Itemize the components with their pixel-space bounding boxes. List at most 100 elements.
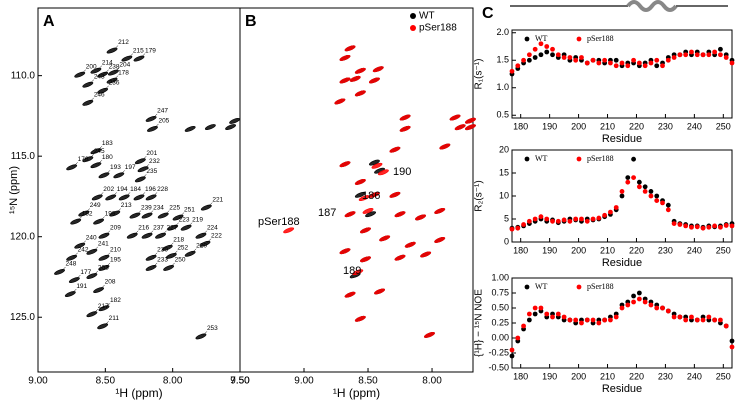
peak-label: 208 [105,279,116,286]
label-leader [93,309,99,314]
peak [82,81,94,88]
peak [339,161,351,168]
peak-label: 197 [125,164,136,171]
plot-frame [239,7,474,373]
label-leader [112,192,117,197]
data-point [555,218,561,224]
peak [91,194,103,201]
data-point [509,353,515,359]
peak [134,176,146,183]
data-point [509,68,515,74]
data-point [642,184,648,190]
peak [344,211,356,218]
x-tick-label: 220 [629,121,644,131]
series [509,296,735,353]
peak [118,194,130,201]
label-leader [100,216,105,221]
peak [64,291,76,297]
data-point [567,317,573,323]
peak-label: 235 [146,168,157,175]
data-point [648,60,654,66]
data-point [723,223,729,228]
data-point [613,205,619,210]
data-point [538,41,544,47]
peak [404,241,416,248]
data-point [532,311,538,317]
data-point [706,314,712,320]
peak-label: 222 [211,233,222,240]
data-point [596,60,602,66]
data-point [573,57,579,63]
peak [377,169,389,176]
data-point [596,215,602,221]
x-tick-label: 230 [658,121,673,131]
data-point [579,216,584,222]
peak-label: 182 [110,297,121,304]
data-point [584,317,590,323]
x-tick-label: 180 [513,121,528,131]
peak-label: 246 [94,92,105,99]
peak [339,77,351,84]
x-tick-label: 230 [658,245,673,255]
data-point [544,216,550,222]
label-leader [208,202,213,207]
legend-marker [524,36,530,42]
peak-label: 213 [121,202,132,209]
data-point [555,311,561,317]
y-tick-label: -0.50 [488,362,509,372]
data-point [636,184,642,190]
peak-label: 220 [196,242,207,249]
data-point [689,314,694,320]
x-tick-label: 240 [687,121,702,131]
peak [195,333,207,340]
peak [399,114,411,121]
peak-label: 250 [175,257,186,264]
peak [360,227,371,234]
peak [420,251,432,258]
series [509,41,735,74]
data-point [700,225,706,231]
label-leader [85,208,90,213]
peak-label: 209 [110,224,121,231]
data-point [613,63,619,69]
peak-label: 199 [105,210,116,217]
peak [145,265,157,271]
label-leader [115,67,120,72]
data-point [567,55,573,60]
legend-label: WT [419,11,435,22]
label-leader [152,252,158,257]
peak [225,124,237,130]
data-point [625,175,631,181]
data-point [631,57,636,63]
data-point [573,216,579,222]
peak [354,67,366,74]
label-leader [104,69,109,74]
peak [82,99,94,106]
panel-letter: A [43,13,55,30]
data-point [677,52,683,58]
x-tick-label: 9.00 [28,376,48,387]
data-point [532,46,538,52]
legend-marker [576,36,582,42]
peak-label: 224 [207,224,218,231]
data-point [521,222,526,227]
data-point [509,347,515,353]
x-axis-label: ¹H (ppm) [115,386,162,400]
peak [389,146,401,153]
label-leader [105,230,111,235]
label-leader [173,250,178,256]
data-point [729,60,735,66]
y-axis-label: {¹H} − ¹⁵N NOE [474,289,485,357]
y-tick-label: 15 [499,167,509,177]
peak [90,162,102,169]
data-point [590,216,596,222]
y-axis-label: ¹⁵N (ppm) [8,166,20,214]
data-point [660,305,665,311]
label-leader [126,192,131,197]
data-point [608,317,613,323]
peak-label: 240 [86,234,97,241]
data-point [550,52,555,58]
data-point [590,57,596,63]
label-leader [97,160,103,165]
